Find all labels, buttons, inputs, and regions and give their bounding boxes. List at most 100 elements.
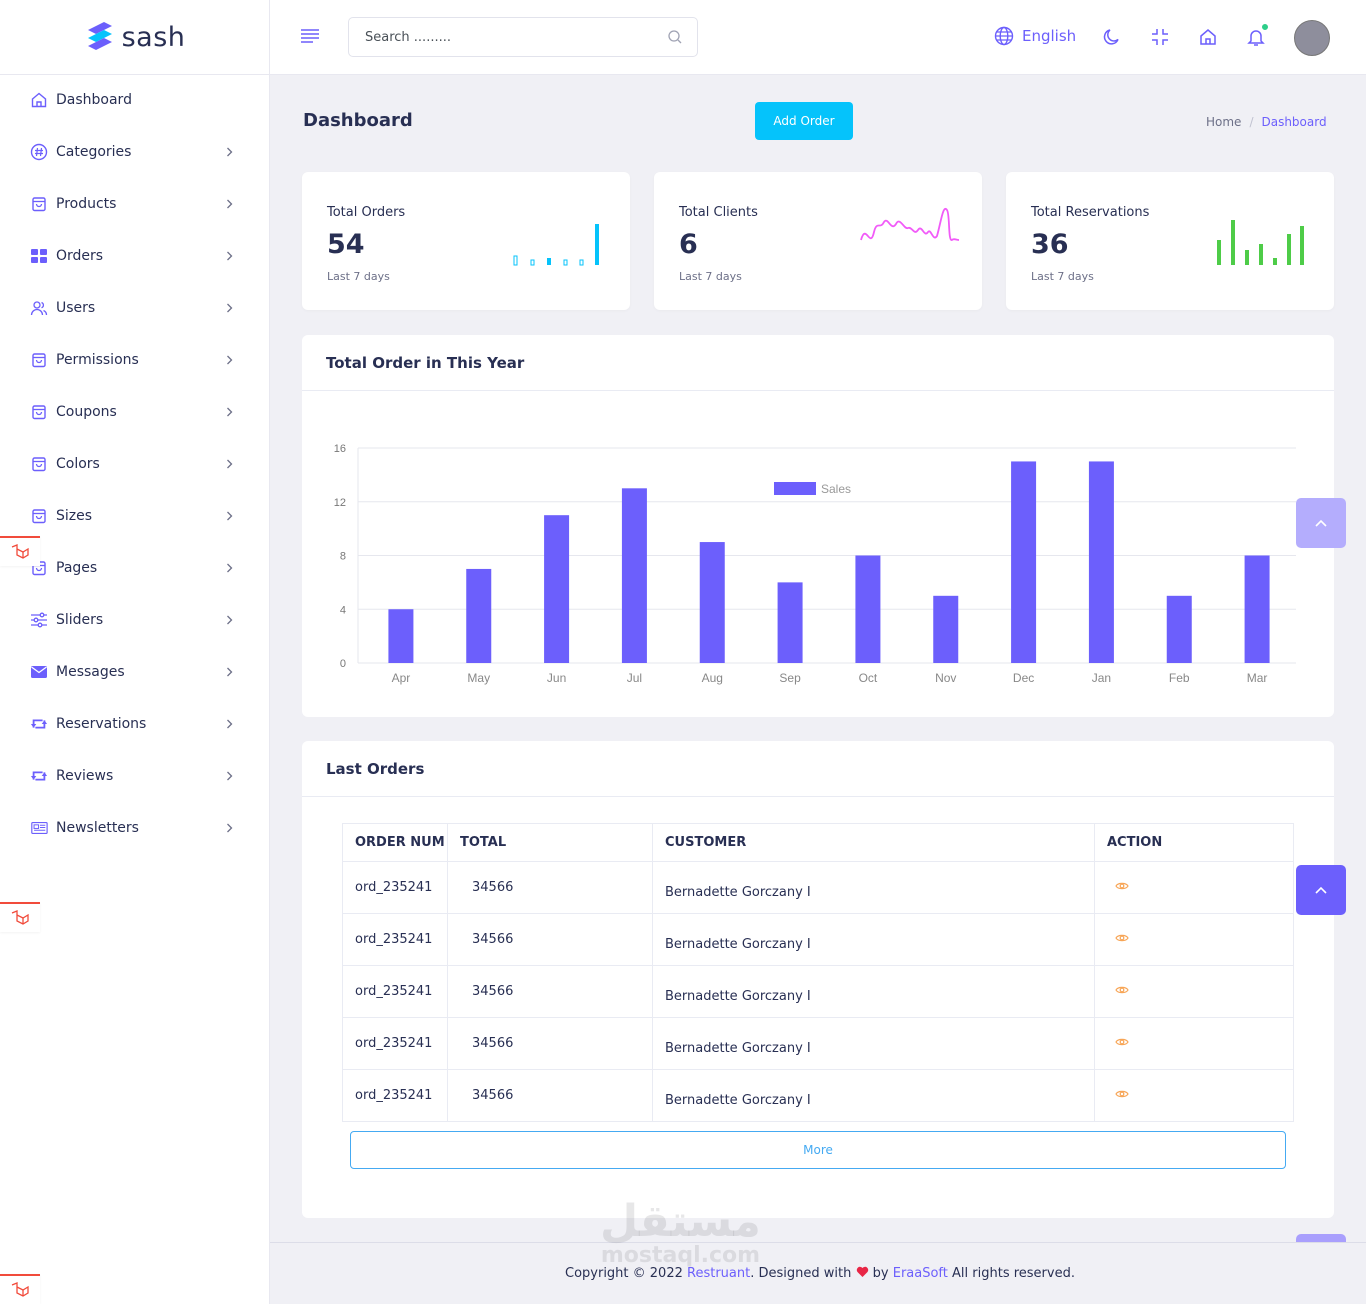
sidebar-item-coupons[interactable]: Coupons <box>0 386 269 438</box>
order-customer-cell: Bernadette Gorczany I <box>652 861 1095 914</box>
sidebar-item-categories[interactable]: Categories <box>0 126 269 178</box>
sidebar-item-messages[interactable]: Messages <box>0 646 269 698</box>
footer-app-link[interactable]: Restruant <box>687 1266 751 1281</box>
view-eye-icon[interactable] <box>1115 880 1129 895</box>
card-title: Total Order in This Year <box>326 353 525 372</box>
sidebar-item-colors[interactable]: Colors <box>0 438 269 490</box>
footer-prefix: Copyright © 2022 <box>565 1266 683 1281</box>
stat-title: Total Clients <box>679 205 758 220</box>
orders-table: ORDER NUM TOTAL CUSTOMER ACTION ord_2352… <box>342 823 1294 1122</box>
sidebar-item-reviews[interactable]: Reviews <box>0 750 269 802</box>
table-row: ord_235241 34566 Bernadette Gorczany I <box>342 1069 1294 1122</box>
order-customer-cell: Bernadette Gorczany I <box>652 1017 1095 1070</box>
sidebar-item-reservations[interactable]: Reservations <box>0 698 269 750</box>
stat-value: 36 <box>1031 229 1069 260</box>
x-tick-label: Oct <box>859 671 878 685</box>
menu-toggle-button[interactable] <box>300 28 320 49</box>
chart-bar <box>933 595 959 663</box>
x-tick-label: Sep <box>779 671 801 685</box>
y-tick-label: 16 <box>334 443 346 455</box>
more-button[interactable]: More <box>350 1131 1286 1169</box>
footer: Copyright © 2022 Restruant. Designed wit… <box>270 1242 1366 1304</box>
fullscreen-toggle[interactable] <box>1149 26 1171 48</box>
compress-icon <box>1152 29 1168 45</box>
search-icon[interactable] <box>667 29 683 50</box>
chevron-right-icon <box>226 561 233 576</box>
view-eye-icon[interactable] <box>1115 984 1129 999</box>
view-eye-icon[interactable] <box>1115 932 1129 947</box>
bag-icon <box>30 403 48 421</box>
chevron-right-icon <box>226 821 233 836</box>
sidebar-item-pages[interactable]: Pages <box>0 542 269 594</box>
column-header: TOTAL <box>447 823 653 862</box>
x-tick-label: Jan <box>1092 671 1111 685</box>
chart-bar <box>855 555 881 663</box>
sidebar-item-products[interactable]: Products <box>0 178 269 230</box>
sidebar-item-sizes[interactable]: Sizes <box>0 490 269 542</box>
sidebar-item-label: Dashboard <box>56 92 132 108</box>
card-header: Last Orders <box>302 741 1334 797</box>
brand-logo[interactable]: sash <box>0 0 269 75</box>
laravel-debug-badge[interactable] <box>0 536 40 566</box>
scroll-top-button[interactable] <box>1296 865 1346 915</box>
clients-sparkline <box>860 207 960 241</box>
bell-icon <box>1247 30 1265 46</box>
footer-company-link[interactable]: EraaSoft <box>892 1266 948 1281</box>
column-header: CUSTOMER <box>652 823 1095 862</box>
top-header: English <box>270 0 1366 75</box>
bag-icon <box>30 195 48 213</box>
sliders-icon <box>30 611 48 629</box>
stat-card-total-orders: Total Orders 54 Last 7 days <box>302 172 630 310</box>
chart-bar <box>1244 555 1270 663</box>
y-tick-label: 12 <box>334 497 346 509</box>
grid-icon <box>30 247 48 265</box>
x-tick-label: Jul <box>627 671 642 685</box>
users-icon <box>30 299 48 317</box>
sidebar-item-users[interactable]: Users <box>0 282 269 334</box>
view-eye-icon[interactable] <box>1115 1088 1129 1103</box>
order-total-cell: 34566 <box>447 861 653 914</box>
order-action-cell <box>1094 861 1294 914</box>
sidebar-item-label: Coupons <box>56 404 117 420</box>
add-order-button[interactable]: Add Order <box>755 102 853 140</box>
chart-bar <box>388 609 414 663</box>
order-number-cell: ord_235241 <box>342 1017 448 1070</box>
laravel-debug-badge[interactable] <box>0 1274 40 1304</box>
chevron-right-icon <box>226 301 233 316</box>
avatar[interactable] <box>1294 20 1330 56</box>
language-label: English <box>1022 27 1077 45</box>
sidebar-item-permissions[interactable]: Permissions <box>0 334 269 386</box>
chevron-right-icon <box>226 145 233 160</box>
laravel-debug-badge[interactable] <box>0 902 40 932</box>
scroll-top-button[interactable] <box>1296 498 1346 548</box>
breadcrumb-home[interactable]: Home <box>1206 115 1242 129</box>
sidebar-item-label: Permissions <box>56 352 139 368</box>
order-total-cell: 34566 <box>447 1069 653 1122</box>
globe-icon <box>994 26 1014 46</box>
stat-value: 54 <box>327 229 365 260</box>
home-link[interactable] <box>1197 26 1219 48</box>
chart-bar <box>777 582 803 663</box>
table-row: ord_235241 34566 Bernadette Gorczany I <box>342 861 1294 914</box>
sidebar-item-dashboard[interactable]: Dashboard <box>0 74 269 126</box>
view-eye-icon[interactable] <box>1115 1036 1129 1051</box>
y-tick-label: 8 <box>340 551 346 563</box>
y-tick-label: 4 <box>340 604 346 616</box>
order-total-cell: 34566 <box>447 965 653 1018</box>
sidebar-item-label: Users <box>56 300 96 316</box>
search-input[interactable] <box>349 18 649 56</box>
order-customer-cell: Bernadette Gorczany I <box>652 913 1095 966</box>
sash-logo-icon <box>87 22 112 50</box>
notifications-button[interactable] <box>1245 23 1269 48</box>
page-title: Dashboard <box>303 110 413 131</box>
x-tick-label: Dec <box>1013 671 1034 685</box>
sidebar-item-newsletters[interactable]: Newsletters <box>0 802 269 854</box>
language-selector[interactable]: English <box>994 26 1076 46</box>
sidebar-item-sliders[interactable]: Sliders <box>0 594 269 646</box>
dark-mode-toggle[interactable] <box>1101 26 1123 48</box>
footer-by: by <box>872 1266 889 1281</box>
stat-subtitle: Last 7 days <box>1031 270 1094 283</box>
chevron-right-icon <box>226 613 233 628</box>
table-header-row: ORDER NUM TOTAL CUSTOMER ACTION <box>342 823 1294 862</box>
sidebar-item-orders[interactable]: Orders <box>0 230 269 282</box>
